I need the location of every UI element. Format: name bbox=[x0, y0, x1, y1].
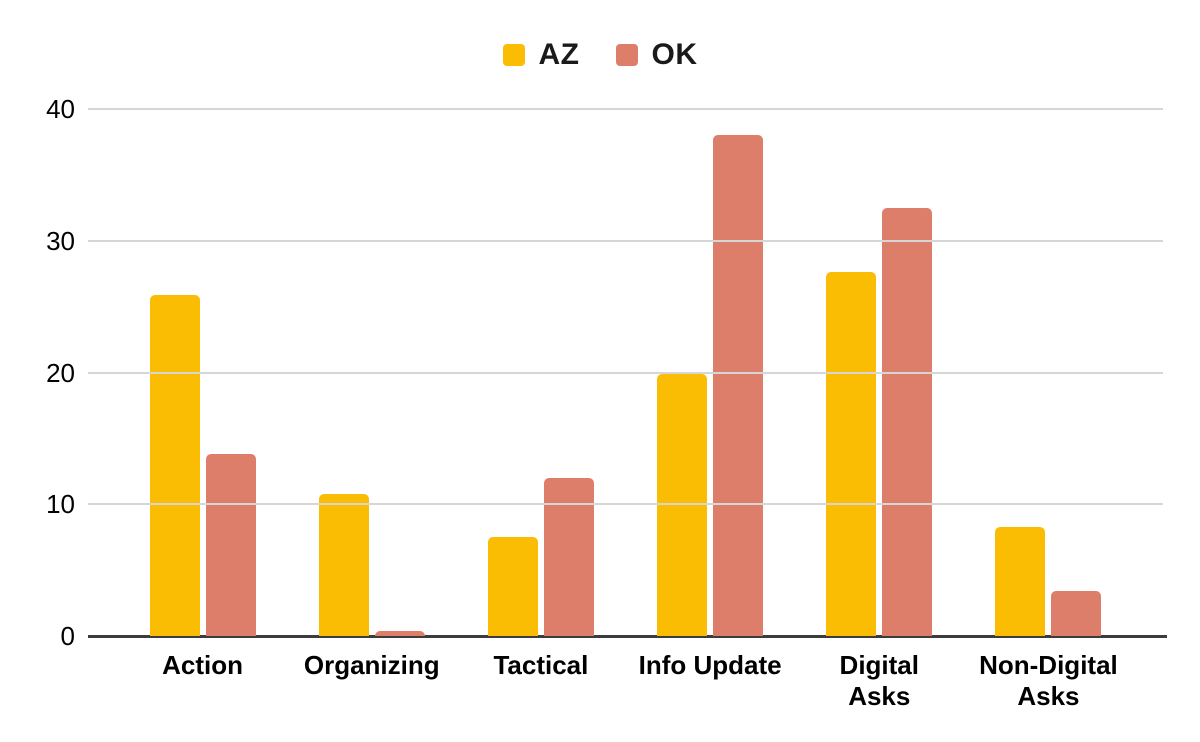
bar-tactical-ok bbox=[543, 477, 594, 636]
bar-group-digital-asks bbox=[795, 109, 964, 636]
gridline-20 bbox=[88, 371, 1163, 374]
legend-swatch-ok-icon bbox=[615, 44, 638, 66]
y-axis: 0 10 20 30 40 bbox=[0, 96, 75, 649]
bar-non-digital-asks-az bbox=[995, 526, 1046, 636]
plot-area bbox=[88, 108, 1167, 638]
x-label-action: Action bbox=[162, 650, 244, 680]
bar-group-action bbox=[118, 109, 287, 636]
bar-tactical-az bbox=[487, 537, 538, 636]
gridline-30 bbox=[88, 239, 1163, 242]
x-label-tactical: Tactical bbox=[493, 650, 589, 680]
x-label-non-digital-asks: Non-Digital Asks bbox=[979, 650, 1118, 712]
bar-organizing-ok bbox=[374, 630, 425, 636]
bar-group-organizing bbox=[287, 109, 456, 636]
legend-item-ok: OK bbox=[615, 38, 698, 72]
bar-action-az bbox=[149, 294, 200, 636]
chart-legend: AZ OK bbox=[0, 38, 1200, 72]
y-tick-label-10: 10 bbox=[46, 489, 75, 520]
legend-swatch-az-icon bbox=[502, 44, 525, 66]
y-tick-label-30: 30 bbox=[46, 225, 75, 256]
bar-digital-asks-ok bbox=[882, 207, 933, 636]
bar-non-digital-asks-ok bbox=[1051, 591, 1102, 636]
y-tick-label-20: 20 bbox=[46, 357, 75, 388]
bar-organizing-az bbox=[318, 493, 369, 636]
x-axis-labels: Action Organizing Tactical Info Update Digit… bbox=[118, 650, 1133, 712]
legend-label-az: AZ bbox=[538, 38, 580, 71]
y-tick-label-40: 40 bbox=[46, 94, 75, 124]
x-label-organizing: Organizing bbox=[303, 650, 440, 680]
legend-label-ok: OK bbox=[651, 38, 698, 71]
x-label-info-update: Info Update bbox=[638, 650, 782, 680]
bar-action-ok bbox=[205, 454, 256, 636]
y-tick-label-0: 0 bbox=[60, 621, 75, 651]
x-label-digital-asks: Digital Asks bbox=[839, 650, 919, 712]
gridline-40 bbox=[88, 108, 1163, 110]
x-axis-line bbox=[88, 634, 1167, 638]
gridline-10 bbox=[88, 503, 1163, 506]
bar-info-update-ok bbox=[713, 135, 764, 636]
bar-group-non-digital-asks bbox=[964, 109, 1133, 636]
bar-digital-asks-az bbox=[826, 272, 877, 636]
legend-item-az: AZ bbox=[502, 38, 580, 72]
